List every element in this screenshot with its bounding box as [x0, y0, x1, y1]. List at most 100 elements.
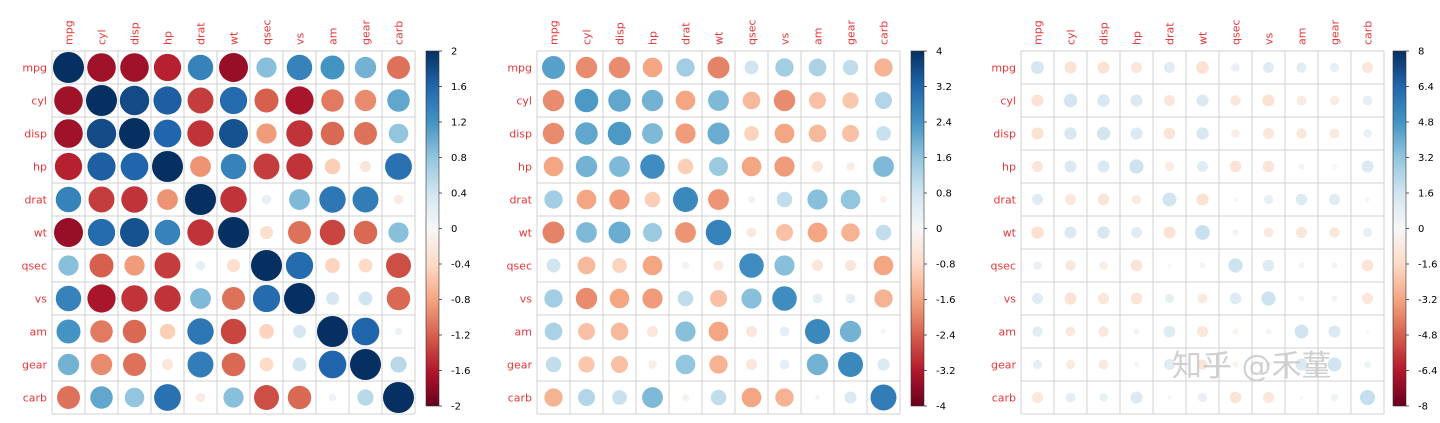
corr-circle-cyl-vs: [773, 89, 796, 112]
corr-circle-am-mpg: [56, 319, 81, 344]
corr-circle-cyl-cyl: [85, 84, 118, 117]
corr-circle-mpg-carb: [874, 58, 893, 77]
corr-circle-vs-carb: [386, 286, 411, 311]
corr-circle-gear-qsec: [259, 357, 274, 372]
corr-circle-drat-vs: [289, 189, 310, 210]
corr-circle-qsec-vs: [774, 255, 795, 276]
corr-circle-cyl-drat: [1164, 95, 1175, 106]
corr-circle-disp-qsec: [1231, 129, 1240, 138]
corr-circle-drat-mpg: [1032, 194, 1043, 205]
corr-circle-vs-gear: [845, 293, 856, 304]
corr-circle-vs-wt: [710, 290, 727, 307]
corr-circle-vs-vs: [1261, 291, 1276, 306]
corr-circle-hp-carb: [873, 156, 894, 177]
corr-circle-carb-cyl: [90, 386, 113, 409]
corr-circle-vs-disp: [121, 285, 148, 312]
corr-circle-mpg-drat: [1164, 62, 1175, 73]
row-label-vs: vs: [1004, 293, 1017, 306]
corr-circle-qsec-mpg: [546, 258, 561, 273]
corr-circle-disp-drat: [675, 123, 696, 144]
colorbar-label--1.6: -1.6: [1418, 260, 1438, 271]
corr-circle-qsec-wt: [1199, 262, 1206, 269]
corr-circle-carb-cyl: [1065, 392, 1076, 403]
row-label-hp: hp: [518, 161, 532, 174]
corr-circle-gear-gear: [1327, 357, 1342, 372]
row-label-disp: disp: [24, 128, 47, 141]
corr-circle-hp-wt: [220, 153, 247, 180]
corr-circle-mpg-carb: [387, 56, 410, 79]
col-label-carb: carb: [878, 21, 891, 45]
corr-circle-am-drat: [1163, 325, 1176, 338]
corr-circle-am-wt: [708, 321, 729, 342]
corr-circle-mpg-vs: [775, 58, 794, 77]
corr-circle-vs-gear: [1331, 295, 1338, 302]
col-label-gear: gear: [360, 20, 373, 45]
corr-circle-wt-drat: [675, 222, 696, 243]
corr-circle-am-carb: [1365, 329, 1370, 334]
corr-circle-hp-cyl: [575, 155, 598, 178]
corr-circle-am-mpg: [544, 322, 563, 341]
corr-circle-hp-mpg: [543, 156, 564, 177]
corr-circle-cyl-mpg: [542, 89, 565, 112]
corr-circle-vs-drat: [677, 290, 694, 307]
col-label-drat: drat: [195, 22, 208, 45]
corr-circle-disp-am: [320, 121, 345, 146]
row-label-carb: carb: [23, 392, 47, 405]
corr-circle-drat-am: [1295, 193, 1308, 206]
corr-circle-mpg-vs: [286, 54, 313, 81]
corr-circle-mpg-cyl: [1064, 61, 1077, 74]
corr-circle-wt-wt: [217, 216, 250, 249]
corr-circle-wt-cyl: [87, 218, 116, 247]
corr-circle-cyl-vs: [1262, 94, 1275, 107]
colorbar-label--1.6: -1.6: [936, 295, 956, 306]
corr-circle-vs-hp: [154, 285, 181, 312]
corr-circle-am-qsec: [1232, 328, 1239, 335]
corr-circle-qsec-hp: [1130, 259, 1143, 272]
corr-circle-am-cyl: [90, 320, 113, 343]
colorbar-label--0.8: -0.8: [451, 295, 471, 306]
corr-circle-am-vs: [293, 325, 306, 338]
corr-circle-gear-disp: [1098, 359, 1109, 370]
row-label-vs: vs: [35, 293, 48, 306]
col-label-cyl: cyl: [1065, 29, 1078, 45]
corr-circle-disp-disp: [607, 121, 632, 146]
corr-circle-mpg-qsec: [744, 60, 759, 75]
corr-circle-disp-mpg: [1031, 127, 1044, 140]
corr-circle-drat-hp: [1131, 194, 1142, 205]
colorbar-label-0: 0: [936, 224, 942, 235]
corr-circle-wt-mpg: [1031, 226, 1044, 239]
corr-circle-gear-drat: [187, 351, 214, 378]
corr-circle-drat-disp: [121, 186, 148, 213]
corr-circle-hp-wt: [1197, 161, 1208, 172]
corr-circle-hp-hp: [1129, 159, 1144, 174]
corr-circle-cyl-wt: [1196, 94, 1209, 107]
corr-circle-wt-drat: [187, 219, 214, 246]
colorbar-label-1.6: 1.6: [936, 153, 952, 164]
row-label-qsec: qsec: [21, 260, 47, 273]
corr-circle-wt-cyl: [1064, 226, 1077, 239]
corr-circle-carb-disp: [612, 390, 627, 405]
corr-circle-vs-am: [1298, 295, 1305, 302]
corr-circle-hp-disp: [609, 156, 630, 177]
corr-circle-am-vs: [779, 326, 790, 337]
corr-circle-cyl-qsec: [742, 91, 761, 110]
corr-circle-am-disp: [610, 322, 629, 341]
corr-circle-hp-am: [812, 161, 823, 172]
colorbar-label--3.2: -3.2: [1418, 295, 1438, 306]
corr-circle-cyl-mpg: [54, 86, 83, 115]
corr-circle-carb-gear: [357, 389, 374, 406]
corr-circle-carb-mpg: [57, 386, 80, 409]
colorbar-3: [1392, 50, 1407, 407]
corr-circle-qsec-wt: [227, 259, 240, 272]
corr-circle-wt-qsec: [1232, 229, 1239, 236]
corr-circle-wt-drat: [1163, 226, 1176, 239]
corr-circle-disp-mpg: [54, 119, 83, 148]
corr-circle-wt-vs: [1263, 227, 1274, 238]
corr-circle-gear-mpg: [545, 356, 562, 373]
row-label-gear: gear: [991, 359, 1016, 372]
corr-circle-gear-am: [1295, 358, 1308, 371]
corr-circle-cyl-am: [1296, 95, 1307, 106]
corr-circle-drat-cyl: [576, 189, 597, 210]
corr-circle-vs-disp: [609, 288, 630, 309]
corr-circle-hp-hp: [151, 150, 184, 183]
